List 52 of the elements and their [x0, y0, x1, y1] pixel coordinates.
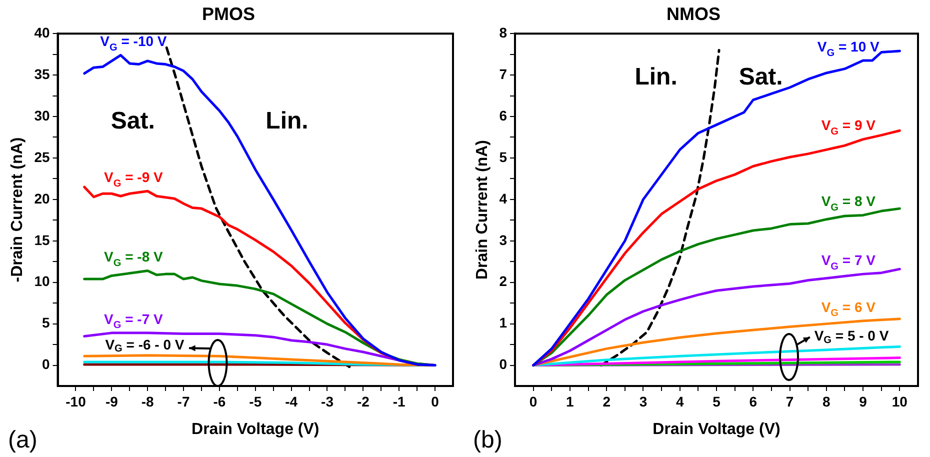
x-tick-label: 5 [712, 393, 721, 410]
x-tick-label: -2 [356, 393, 370, 410]
y-tick-label: 2 [499, 273, 508, 290]
x-tick-label: -5 [249, 393, 262, 410]
y-tick-label: 0 [42, 356, 50, 372]
x-tick-label: 8 [822, 393, 831, 410]
text: (b) [473, 426, 502, 454]
y-tick-label: 1 [499, 314, 508, 331]
x-tick-label: -9 [105, 393, 118, 410]
annotation: Lin. [266, 107, 308, 134]
x-tick-label: 7 [786, 393, 794, 410]
y-tick-label: 3 [499, 232, 508, 248]
y-tick-label: 20 [34, 190, 50, 206]
x-tick-label: -6 [213, 393, 226, 410]
y-tick-label: 15 [34, 232, 50, 248]
x-tick-label: 9 [859, 393, 868, 410]
x-tick-label: 6 [749, 393, 758, 410]
y-tick-label: 5 [499, 148, 508, 165]
x-tick-label: -10 [66, 393, 86, 410]
y-tick-label: 6 [499, 107, 508, 124]
annotation: Sat. [738, 63, 783, 90]
annotation: Lin. [634, 63, 678, 90]
x-tick-label: -1 [392, 393, 406, 410]
y-tick-label: 8 [499, 24, 508, 40]
y-tick-label: 0 [499, 356, 508, 372]
y-tick-label: 25 [34, 148, 50, 165]
y-axis-title: -Drain Current (nA) [9, 137, 26, 282]
y-tick-label: 4 [499, 190, 508, 206]
y-tick-label: 35 [34, 66, 50, 82]
y-tick-label: 30 [34, 107, 50, 124]
x-tick-label: 3 [639, 393, 648, 410]
x-tick-label: 0 [431, 393, 440, 410]
chart-title: NMOS [666, 4, 720, 24]
y-tick-label: 10 [34, 273, 50, 290]
y-tick-label: 5 [42, 314, 50, 331]
x-tick-label: 10 [892, 393, 908, 410]
x-tick-label: 2 [602, 393, 611, 410]
x-tick-label: -7 [177, 393, 190, 410]
x-tick-label: 1 [566, 393, 574, 410]
x-tick-label: 0 [529, 393, 538, 410]
y-axis-title: Drain Current (nA) [474, 140, 492, 280]
x-tick-label: -3 [321, 393, 334, 410]
x-tick-label: 4 [676, 393, 684, 410]
annotation: Sat. [110, 107, 155, 134]
text: (a) [8, 426, 38, 454]
chart-title: PMOS [202, 4, 256, 24]
y-tick-label: 40 [34, 24, 50, 40]
x-tick-label: -4 [285, 393, 298, 410]
x-tick-label: -8 [141, 393, 154, 410]
y-tick-label: 7 [499, 66, 508, 82]
x-axis-title: Drain Voltage (V) [192, 420, 320, 438]
x-axis-title: Drain Voltage (V) [652, 420, 780, 438]
